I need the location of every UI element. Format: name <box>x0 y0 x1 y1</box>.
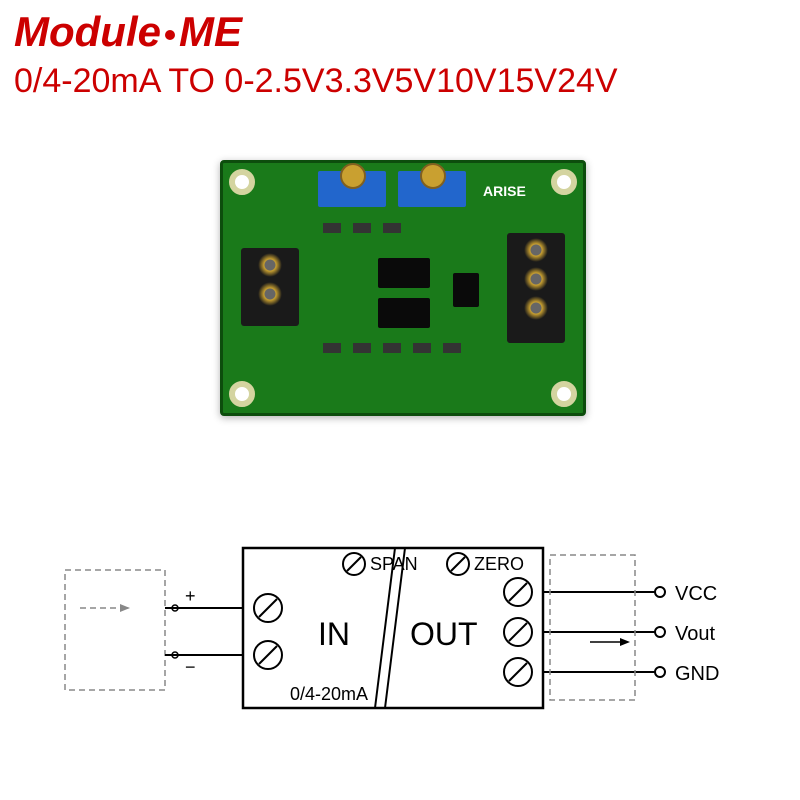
transistor <box>453 273 479 307</box>
zero-label: ZERO <box>474 554 524 574</box>
pin-vout: Vout <box>675 623 715 645</box>
potentiometer <box>318 171 386 207</box>
brand-logo: Module ME <box>14 8 242 56</box>
input-terminal <box>241 248 299 326</box>
brand-part2: ME <box>179 8 242 55</box>
smd-component <box>383 343 401 353</box>
potentiometer <box>398 171 466 207</box>
pcb-silk-text: ARISE <box>483 183 526 199</box>
input-minus: − <box>185 657 196 677</box>
input-plus: + <box>185 586 196 606</box>
smd-component <box>443 343 461 353</box>
mounting-hole <box>229 381 255 407</box>
smd-component <box>323 343 341 353</box>
mounting-hole <box>551 169 577 195</box>
in-sublabel: 0/4-20mA <box>290 684 368 704</box>
output-terminal <box>507 233 565 343</box>
smd-component <box>353 343 371 353</box>
wiring-diagram: + − SPAN ZERO IN OUT 0/4-20mA VCC Vout G… <box>60 540 740 780</box>
smd-component <box>383 223 401 233</box>
smd-component <box>413 343 431 353</box>
pin-gnd: GND <box>675 663 719 685</box>
span-label: SPAN <box>370 554 418 574</box>
brand-part1: Module <box>14 8 161 55</box>
smd-component <box>353 223 371 233</box>
ic-chip <box>378 298 430 328</box>
brand-dot-icon <box>165 30 175 40</box>
product-subtitle: 0/4-20mA TO 0-2.5V3.3V5V10V15V24V <box>14 62 618 101</box>
in-label: IN <box>318 616 350 652</box>
out-label: OUT <box>410 616 478 652</box>
ic-chip <box>378 258 430 288</box>
smd-component <box>323 223 341 233</box>
mounting-hole <box>551 381 577 407</box>
pin-vcc: VCC <box>675 583 717 605</box>
pcb-board: ARISE <box>220 160 586 416</box>
mounting-hole <box>229 169 255 195</box>
